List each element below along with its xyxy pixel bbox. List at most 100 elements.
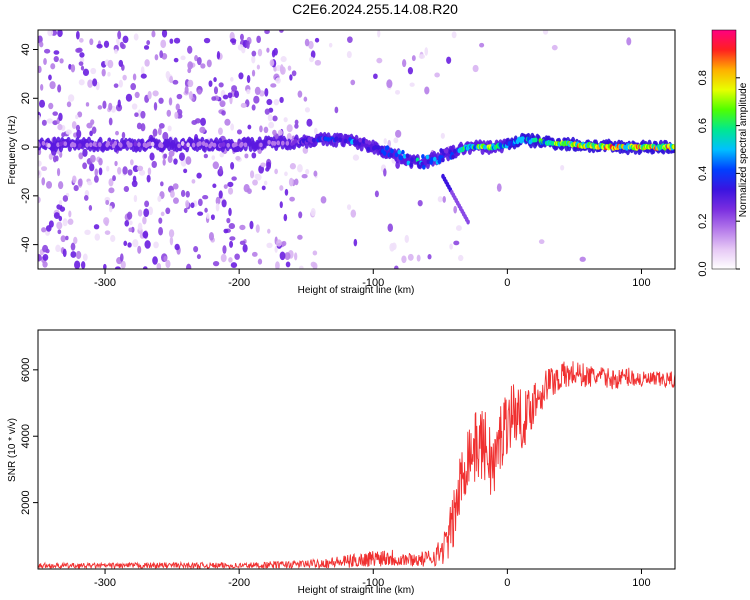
spectrogram-x-axis: -300 -200 -100 0 100 bbox=[94, 269, 651, 289]
spectrogram-cell bbox=[215, 203, 220, 212]
spectrogram-cell bbox=[193, 245, 199, 253]
spectrogram-cell bbox=[151, 160, 157, 169]
spectrogram-trace-layer bbox=[38, 131, 675, 225]
spectrogram-cell bbox=[115, 130, 119, 136]
spectrogram-cell bbox=[309, 56, 314, 63]
spectrogram-cell bbox=[263, 126, 269, 134]
spectrogram-cell bbox=[367, 140, 372, 145]
spectrogram-cell bbox=[136, 122, 142, 130]
spectrogram-cell bbox=[75, 114, 79, 120]
spectrogram-cell bbox=[157, 195, 162, 202]
spectrogram-cell bbox=[79, 52, 85, 58]
spectrogram-cell bbox=[203, 37, 211, 44]
spectrogram-cell bbox=[264, 30, 270, 35]
spectrogram-cell bbox=[200, 117, 206, 127]
spectrogram-cell bbox=[79, 38, 84, 43]
spectrogram-frame bbox=[37, 29, 676, 270]
spectrogram-cell bbox=[78, 143, 82, 149]
spectrogram-cell bbox=[268, 121, 275, 129]
spectrogram-cell bbox=[313, 170, 318, 177]
spectrogram-cell bbox=[254, 86, 261, 96]
spectrogram-cell bbox=[132, 239, 139, 248]
spectrogram-cell bbox=[422, 164, 426, 170]
spectrogram-cell bbox=[137, 245, 142, 254]
spectrogram-cell bbox=[87, 180, 93, 186]
spectrogram-cell bbox=[78, 79, 85, 86]
spectrogram-cell bbox=[257, 258, 263, 265]
spectrogram-cell bbox=[297, 234, 303, 240]
spectrogram-cell bbox=[406, 160, 411, 166]
spectrogram-cell bbox=[107, 59, 114, 69]
spectrogram-cell bbox=[180, 189, 186, 197]
spectrogram-cell bbox=[89, 38, 94, 46]
spectrogram-cell bbox=[138, 169, 146, 176]
spectrogram-cell bbox=[213, 77, 217, 83]
spectrogram-cell bbox=[338, 137, 342, 143]
spectrogram-cell bbox=[83, 195, 89, 201]
spectrogram-cell bbox=[197, 211, 204, 216]
spectrogram-cell bbox=[153, 101, 158, 111]
spectrogram-cell bbox=[201, 141, 206, 146]
spectrogram-cell bbox=[159, 143, 164, 149]
spectrogram-cell bbox=[288, 177, 294, 187]
spectrogram-cell bbox=[106, 140, 110, 146]
spectrogram-cell bbox=[418, 54, 426, 59]
spectrogram-cell bbox=[147, 167, 152, 176]
spectrogram-cell bbox=[240, 102, 247, 108]
spectrogram-cell bbox=[347, 36, 353, 43]
spectrogram-cell bbox=[114, 266, 121, 269]
spectrogram-cell bbox=[228, 207, 232, 217]
spectrogram-cell bbox=[251, 69, 256, 77]
spectrogram-cell bbox=[394, 152, 399, 158]
colorbar-ticks: 0.0 0.2 0.4 0.6 0.8 bbox=[697, 70, 740, 277]
spectrogram-cell bbox=[120, 260, 126, 269]
spectrogram-cell bbox=[272, 129, 277, 136]
spectrogram-cell bbox=[59, 58, 64, 64]
spectrogram-cell bbox=[38, 114, 41, 121]
spectrogram-cell bbox=[56, 142, 60, 148]
spectrogram-cell bbox=[246, 40, 250, 50]
spectrogram-cell bbox=[59, 206, 66, 212]
spectrogram-cell bbox=[117, 99, 121, 108]
spectrogram-cell bbox=[162, 131, 169, 141]
spectrogram-cell bbox=[47, 143, 51, 148]
spectrogram-cell bbox=[169, 236, 174, 246]
spectrogram-cell bbox=[82, 68, 90, 77]
spectrogram-cell bbox=[176, 93, 183, 100]
spectrogram-cell bbox=[279, 64, 284, 73]
spectrogram-cell bbox=[39, 41, 44, 48]
spectrogram-cell bbox=[107, 71, 111, 77]
spectrogram-cell bbox=[158, 227, 164, 236]
spectrogram-cell bbox=[76, 129, 82, 139]
spectrogram-cell bbox=[129, 142, 133, 148]
spectrogram-cell bbox=[215, 196, 221, 205]
spectrogram-cell bbox=[218, 190, 223, 199]
spectrogram-cell bbox=[137, 209, 143, 217]
x-tick-label: -200 bbox=[228, 277, 250, 289]
spectrogram-cell bbox=[224, 118, 231, 126]
spectrogram-cell bbox=[257, 48, 263, 57]
spectrogram-cell bbox=[167, 155, 173, 163]
x-tick-label: 100 bbox=[632, 277, 650, 289]
spectrogram-cell bbox=[180, 55, 186, 61]
spectrogram-cell bbox=[430, 157, 434, 162]
spectrogram-cell bbox=[197, 89, 202, 95]
spectrogram-cell bbox=[253, 95, 260, 104]
spectrogram-cell bbox=[425, 154, 430, 160]
spectrogram-cell bbox=[239, 224, 246, 231]
spectrogram-cell bbox=[108, 102, 113, 111]
spectrogram-y-label: Frequency (Hz) bbox=[7, 116, 18, 185]
spectrogram-cell bbox=[108, 178, 114, 187]
spectrogram-cell bbox=[409, 82, 415, 87]
spectrogram-cell bbox=[119, 142, 123, 148]
spectrogram-cell bbox=[185, 190, 190, 198]
spectrogram-cell bbox=[148, 141, 152, 147]
spectrogram-cell bbox=[303, 96, 308, 102]
spectrogram-cell bbox=[377, 30, 381, 38]
spectrogram-cell bbox=[153, 241, 159, 249]
spectrogram-cell bbox=[58, 112, 63, 122]
spectrogram-cell bbox=[350, 79, 356, 86]
spectrogram-cell bbox=[166, 109, 172, 117]
spectrogram-cell bbox=[150, 141, 155, 147]
spectrogram-cell bbox=[41, 119, 47, 126]
